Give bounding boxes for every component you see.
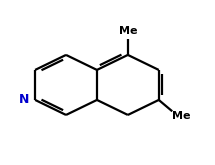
Text: Me: Me xyxy=(119,26,137,36)
Text: Me: Me xyxy=(172,111,190,121)
Text: N: N xyxy=(19,93,30,106)
